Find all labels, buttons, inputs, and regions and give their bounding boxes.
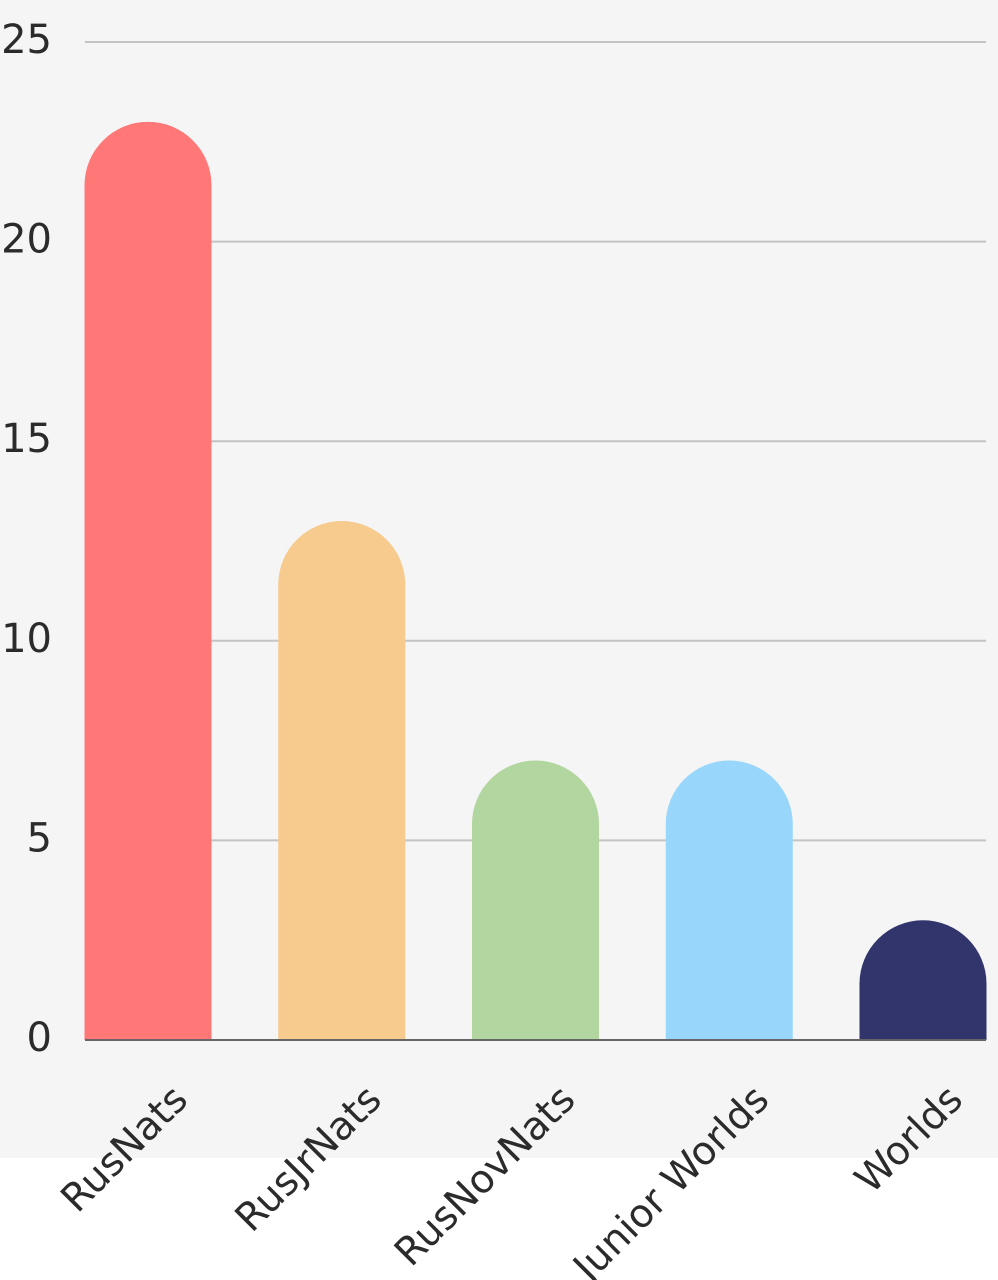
y-tick-label: 20 xyxy=(1,217,52,263)
y-tick-label: 5 xyxy=(27,815,52,861)
bar-junior-worlds xyxy=(665,760,793,1040)
bar-rusjrnats xyxy=(278,521,406,1040)
bar-rusnats xyxy=(84,121,212,1041)
y-tick-label: 0 xyxy=(27,1015,52,1061)
bars xyxy=(84,121,987,1041)
y-tick-label: 10 xyxy=(1,616,52,662)
bar-rusnovnats xyxy=(472,760,599,1040)
y-axis-tick-labels: 0 5 10 15 20 25 xyxy=(1,17,52,1061)
y-tick-label: 25 xyxy=(1,17,52,63)
gridlines xyxy=(85,41,986,842)
bar-worlds xyxy=(859,920,987,1040)
y-tick-label: 15 xyxy=(1,416,52,462)
